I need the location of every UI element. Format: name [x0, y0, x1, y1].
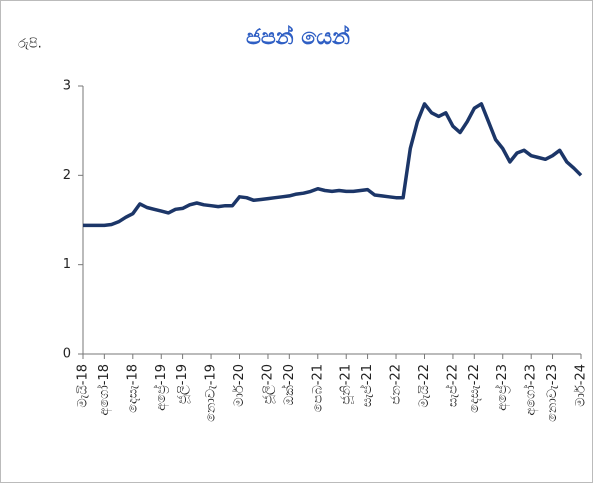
x-tick-label: ජන-22 [389, 364, 404, 405]
x-tick-label: දෙසැ-22 [467, 364, 482, 413]
x-tick-label: නොවැ-19 [204, 364, 219, 422]
y-tick-label: 0 [63, 347, 71, 362]
line-series [83, 102, 583, 228]
x-tick-label: මාර්-24 [573, 364, 589, 407]
x-tick-label: මැයි-22 [417, 364, 432, 408]
x-tick-label: අගෝ-18 [96, 364, 112, 416]
x-tick-label: සැප්-21 [359, 364, 375, 407]
x-tick-label: මාර්-20 [231, 364, 247, 407]
y-axis-label: රුපි. [18, 37, 42, 52]
y-tick-label: 1 [63, 257, 71, 272]
x-tick-label: නොවැ-23 [545, 364, 560, 422]
x-tick-label: ජූලි-20 [260, 364, 275, 404]
x-tick-label: දෙසැ-18 [125, 364, 140, 413]
x-tick-label: මැයි-18 [75, 364, 90, 408]
x-tick-label: අප්‍රේ-19 [153, 364, 169, 411]
y-tick-label: 3 [63, 79, 71, 94]
x-tick-label: පෙබ-21 [310, 364, 325, 412]
x-tick-label: ජූනි-21 [339, 364, 354, 405]
x-tick-label: ඔක්-20 [281, 364, 297, 405]
chart-title: ජපන් යෙන් [246, 24, 350, 50]
x-tick-label: අප්‍රේ-23 [494, 364, 510, 411]
x-tick-label: ජූලි-19 [175, 364, 190, 404]
y-tick-label: 2 [63, 168, 71, 183]
x-tick-label: සැප්-22 [444, 364, 460, 407]
x-tick-label: අගෝ-23 [523, 364, 539, 416]
